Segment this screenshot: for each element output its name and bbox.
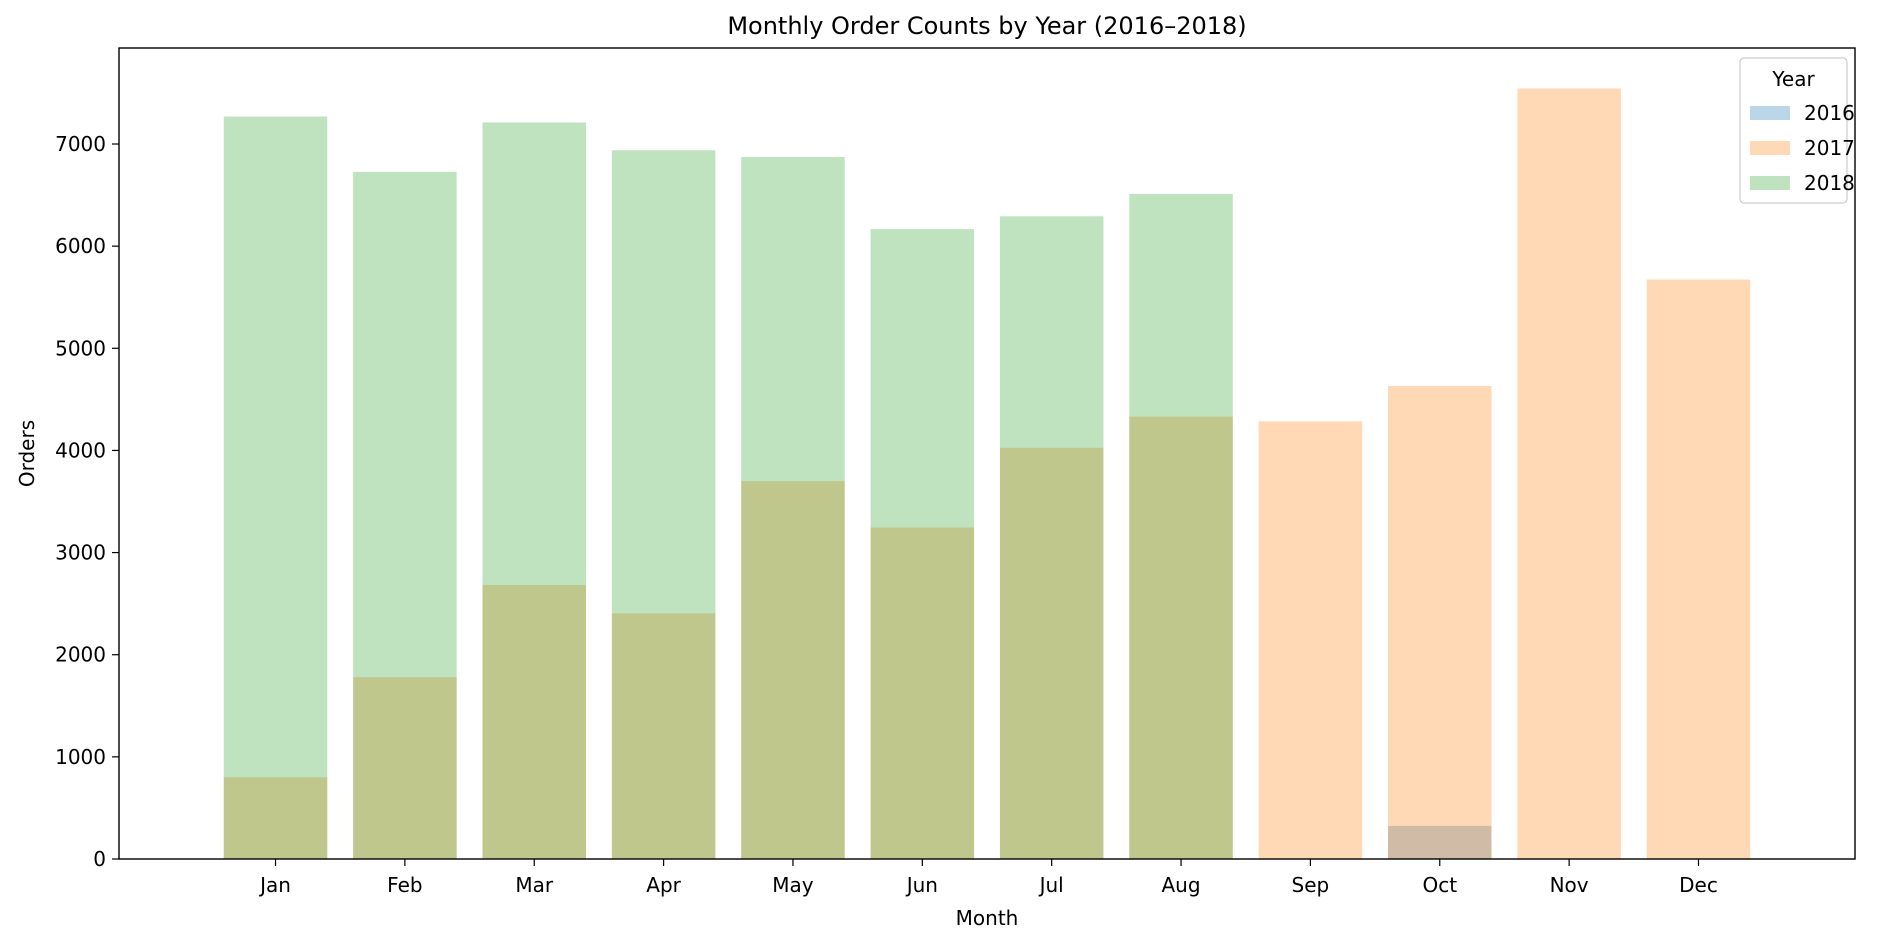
y-tick-label: 5000 [55,336,106,360]
legend-swatch-2016 [1750,106,1790,120]
legend: Year 2016 2017 2018 [1740,58,1855,203]
x-axis-title: Month [956,906,1019,930]
bar-2017-dec [1647,280,1750,859]
bar-2017-oct [1388,386,1491,859]
y-tick-label: 4000 [55,438,106,462]
bar-2018-jun [871,229,974,859]
bar-2018-jul [1000,216,1103,859]
bar-2018-feb [353,172,456,859]
x-tick-label-nov: Nov [1550,873,1589,897]
bar-2017-sep [1259,421,1362,859]
x-tick-label-may: May [772,873,814,897]
x-tick-label-feb: Feb [387,873,422,897]
y-tick-label: 7000 [55,132,106,156]
x-tick-label-dec: Dec [1679,873,1718,897]
bar-2018-aug [1129,194,1232,859]
legend-swatch-2018 [1750,176,1790,190]
x-tick-label-sep: Sep [1292,873,1330,897]
y-tick-label: 2000 [55,643,106,667]
bar-2017-nov [1517,88,1620,859]
y-tick-label: 1000 [55,745,106,769]
y-axis-title: Orders [15,420,39,487]
legend-label-2016: 2016 [1804,101,1855,125]
legend-label-2017: 2017 [1804,136,1855,160]
bar-2018-mar [483,122,586,859]
x-tick-label-jul: Jul [1038,873,1064,897]
bar-2018-may [741,157,844,859]
legend-label-2018: 2018 [1804,171,1855,195]
y-tick-label: 0 [93,847,106,871]
x-tick-label-apr: Apr [646,873,681,897]
legend-title: Year [1771,67,1815,91]
x-tick-label-mar: Mar [515,873,554,897]
bar-2018-apr [612,150,715,859]
legend-swatch-2017 [1750,141,1790,155]
x-tick-label-oct: Oct [1422,873,1457,897]
x-tick-label-jun: Jun [905,873,938,897]
y-tick-label: 6000 [55,234,106,258]
x-tick-label-aug: Aug [1162,873,1201,897]
y-tick-label: 3000 [55,541,106,565]
chart-title: Monthly Order Counts by Year (2016–2018) [727,12,1246,40]
x-tick-label-jan: Jan [258,873,291,897]
bar-2018-jan [224,117,327,859]
